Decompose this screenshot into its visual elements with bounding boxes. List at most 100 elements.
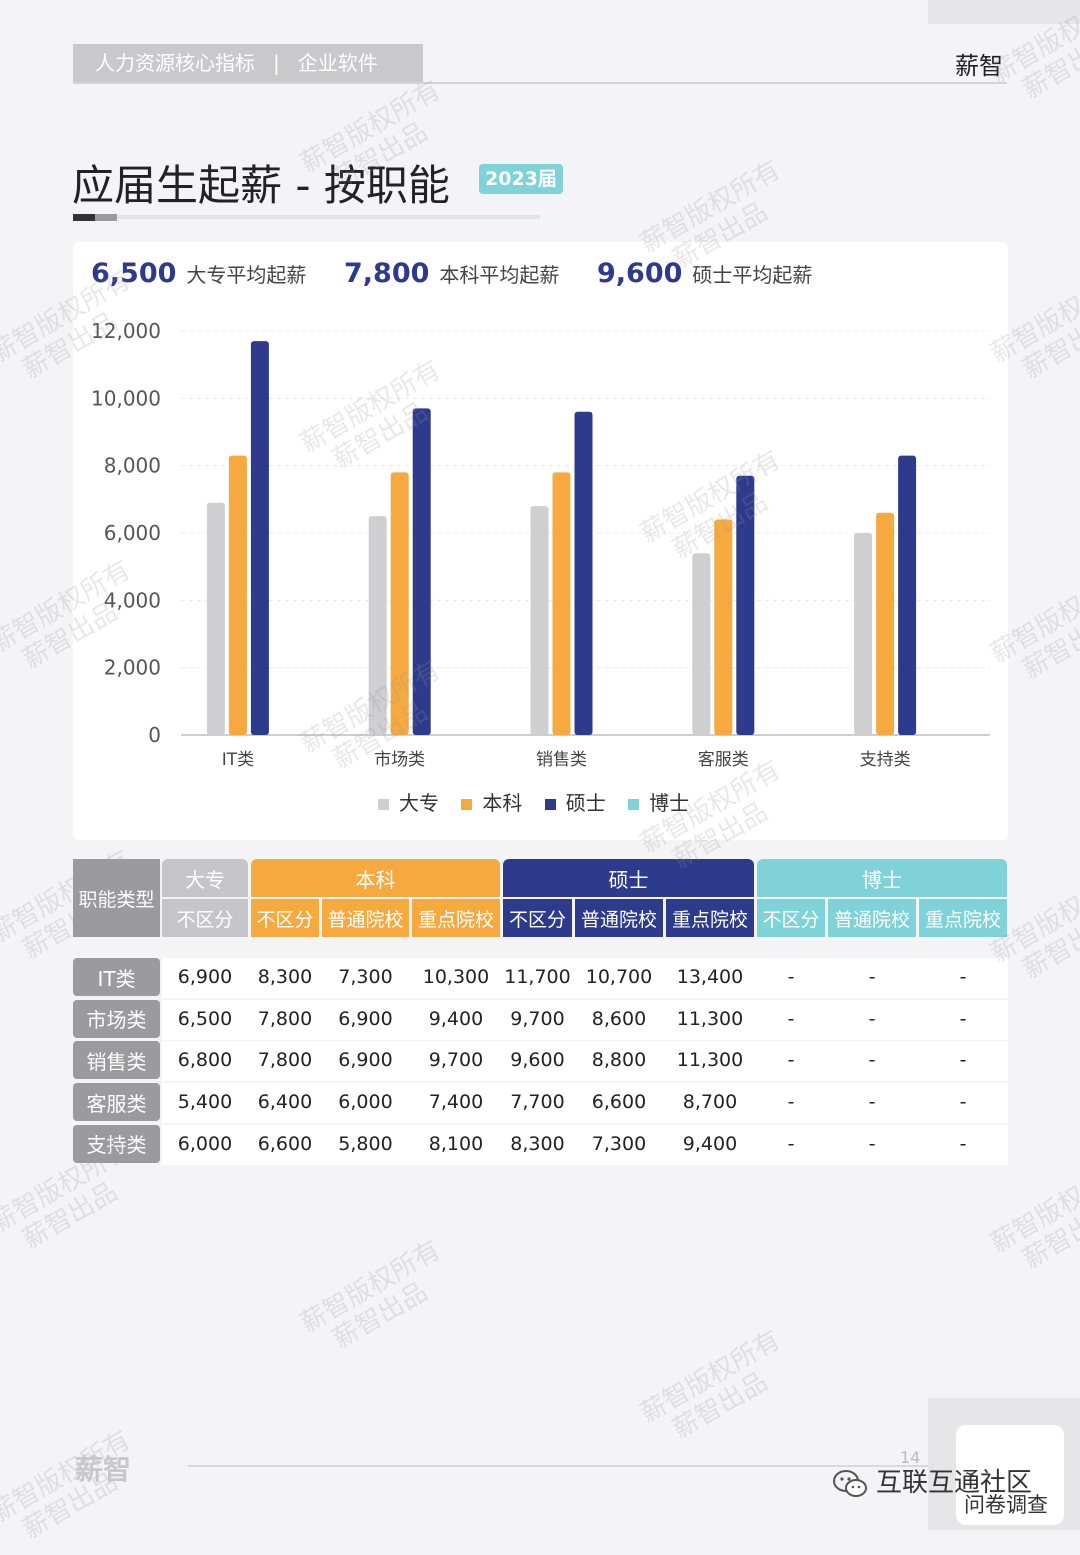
footer-logo-text: 薪智 [75, 1453, 132, 1486]
table-subheader: 普通院校 [828, 899, 916, 937]
table-cell: - [868, 1091, 876, 1114]
watermark-line: 薪智版权所有 [985, 1155, 1080, 1260]
table-cell: 7,700 [510, 1091, 565, 1114]
table-cell: - [959, 1049, 967, 1072]
stat-shuoshi: 9,600 硕士平均起薪 [597, 258, 812, 289]
wechat-account-name: 互联互通社区 [876, 1468, 1033, 1498]
title-underline [117, 215, 540, 219]
table-cell: 8,700 [682, 1091, 738, 1114]
table-subheader: 重点院校 [412, 899, 500, 937]
watermark-line: 薪智出品 [17, 1176, 123, 1255]
x-tick-label: 销售类 [536, 750, 587, 770]
watermark-line: 薪智出品 [1017, 606, 1080, 685]
legend-item-dazhuan: 大专 [378, 787, 439, 816]
table-cell: 8,100 [428, 1132, 484, 1155]
stat-value: 9,600 [597, 258, 683, 289]
table-group-header: 大专 [162, 859, 248, 897]
legend-label: 博士 [649, 791, 690, 815]
table-cell: - [787, 966, 795, 988]
table-cell: 9,600 [510, 1049, 565, 1072]
table-subheader: 不区分 [503, 899, 572, 937]
legend-item-shuoshi: 硕士 [544, 787, 606, 816]
stat-label: 大专平均起薪 [186, 263, 307, 287]
y-tick-label: 8,000 [104, 454, 161, 478]
table-cell: 5,800 [338, 1132, 393, 1155]
y-tick-label: 2,000 [104, 656, 161, 680]
header-separator: | [273, 51, 280, 75]
table-cell: - [787, 1132, 795, 1155]
table-cell: 10,700 [585, 966, 653, 988]
table-group-header: 硕士 [503, 859, 754, 897]
y-tick-label: 0 [148, 723, 161, 747]
bar-大专-市场类 [368, 516, 387, 735]
stat-label: 本科平均起薪 [439, 263, 560, 287]
year-badge: 2023届 [479, 164, 563, 194]
watermark-line: 薪智版权所有 [635, 1325, 786, 1430]
bar-本科-支持类 [876, 512, 895, 735]
footer-logo: 薪智 [75, 1448, 131, 1488]
table-cell: 7,400 [428, 1091, 484, 1114]
table-cell: 11,300 [676, 1049, 744, 1072]
table-cell: 13,400 [676, 966, 744, 988]
header-category-tab: 人力资源核心指标 | 企业软件 [73, 44, 423, 83]
bar-本科-销售类 [552, 472, 571, 735]
bar-硕士-支持类 [898, 455, 917, 735]
page-number: 14 [900, 1448, 921, 1467]
stat-label: 硕士平均起薪 [692, 263, 813, 287]
stat-value: 7,800 [344, 258, 430, 289]
legend-item-benke: 本科 [461, 787, 522, 816]
table-cell: - [787, 1049, 795, 1072]
legend-item-boshi: 博士 [628, 787, 689, 816]
footer-divider [188, 1465, 928, 1467]
table-subheader: 普通院校 [322, 899, 409, 937]
watermark-line: 薪智出品 [1017, 1196, 1080, 1275]
wechat-attribution: 互联互通社区 [832, 1462, 1032, 1499]
legend-swatch [461, 799, 473, 810]
title-accent-gray [95, 214, 117, 221]
table-cell: - [868, 966, 876, 988]
table-cell: 6,000 [338, 1091, 393, 1114]
survey-badge[interactable]: 问卷调查 [956, 1425, 1064, 1525]
y-tick-label: 12,000 [91, 319, 161, 343]
table-cell: 8,800 [591, 1049, 647, 1072]
table-cell: 11,300 [676, 1007, 744, 1030]
bar-大专-IT类 [206, 502, 225, 735]
table-row-label: 支持类 [73, 1124, 160, 1163]
legend-label: 大专 [399, 791, 439, 815]
table-cell: 7,300 [591, 1132, 647, 1155]
table-cell: 8,600 [591, 1007, 647, 1030]
stat-dazhuan: 6,500 大专平均起薪 [91, 258, 306, 289]
table-cell: - [959, 1132, 967, 1155]
table-cell: 6,900 [338, 1049, 393, 1072]
table-cell: - [868, 1007, 876, 1030]
table-subheader: 重点院校 [666, 899, 754, 937]
watermark-line: 薪智版权所有 [295, 1235, 446, 1340]
table-cell: 6,600 [591, 1091, 647, 1114]
table-cell: 8,300 [510, 1132, 565, 1155]
table-subheader: 普通院校 [575, 899, 663, 937]
header-brand: 薪智 [955, 52, 1003, 80]
table-subheader: 重点院校 [919, 899, 1007, 937]
watermark: 薪智版权所有 薪智出品 [295, 1235, 460, 1365]
table-cell: 7,800 [257, 1007, 313, 1030]
table-row [162, 1083, 1008, 1124]
header-divider [73, 82, 1007, 84]
table-cell: 8,300 [257, 966, 313, 988]
bar-硕士-IT类 [250, 341, 269, 735]
table-cell: - [959, 1007, 967, 1030]
table-cell: 9,400 [428, 1007, 484, 1030]
bar-大专-支持类 [854, 533, 873, 735]
legend-swatch [544, 799, 556, 810]
chart-legend: 大专 本科 硕士 博士 [378, 787, 705, 816]
table-cell: - [787, 1007, 795, 1030]
table-cell: - [868, 1049, 876, 1072]
table-cell: - [959, 966, 967, 988]
survey-label: 问卷调查 [964, 1493, 1048, 1517]
bar-本科-IT类 [228, 455, 247, 735]
table-group-header: 博士 [757, 859, 1007, 897]
watermark-line: 薪智出品 [1017, 306, 1080, 385]
bar-硕士-市场类 [412, 408, 431, 735]
header-category: 人力资源核心指标 [95, 51, 255, 75]
bar-硕士-销售类 [574, 411, 593, 735]
x-tick-label: IT类 [222, 750, 254, 770]
